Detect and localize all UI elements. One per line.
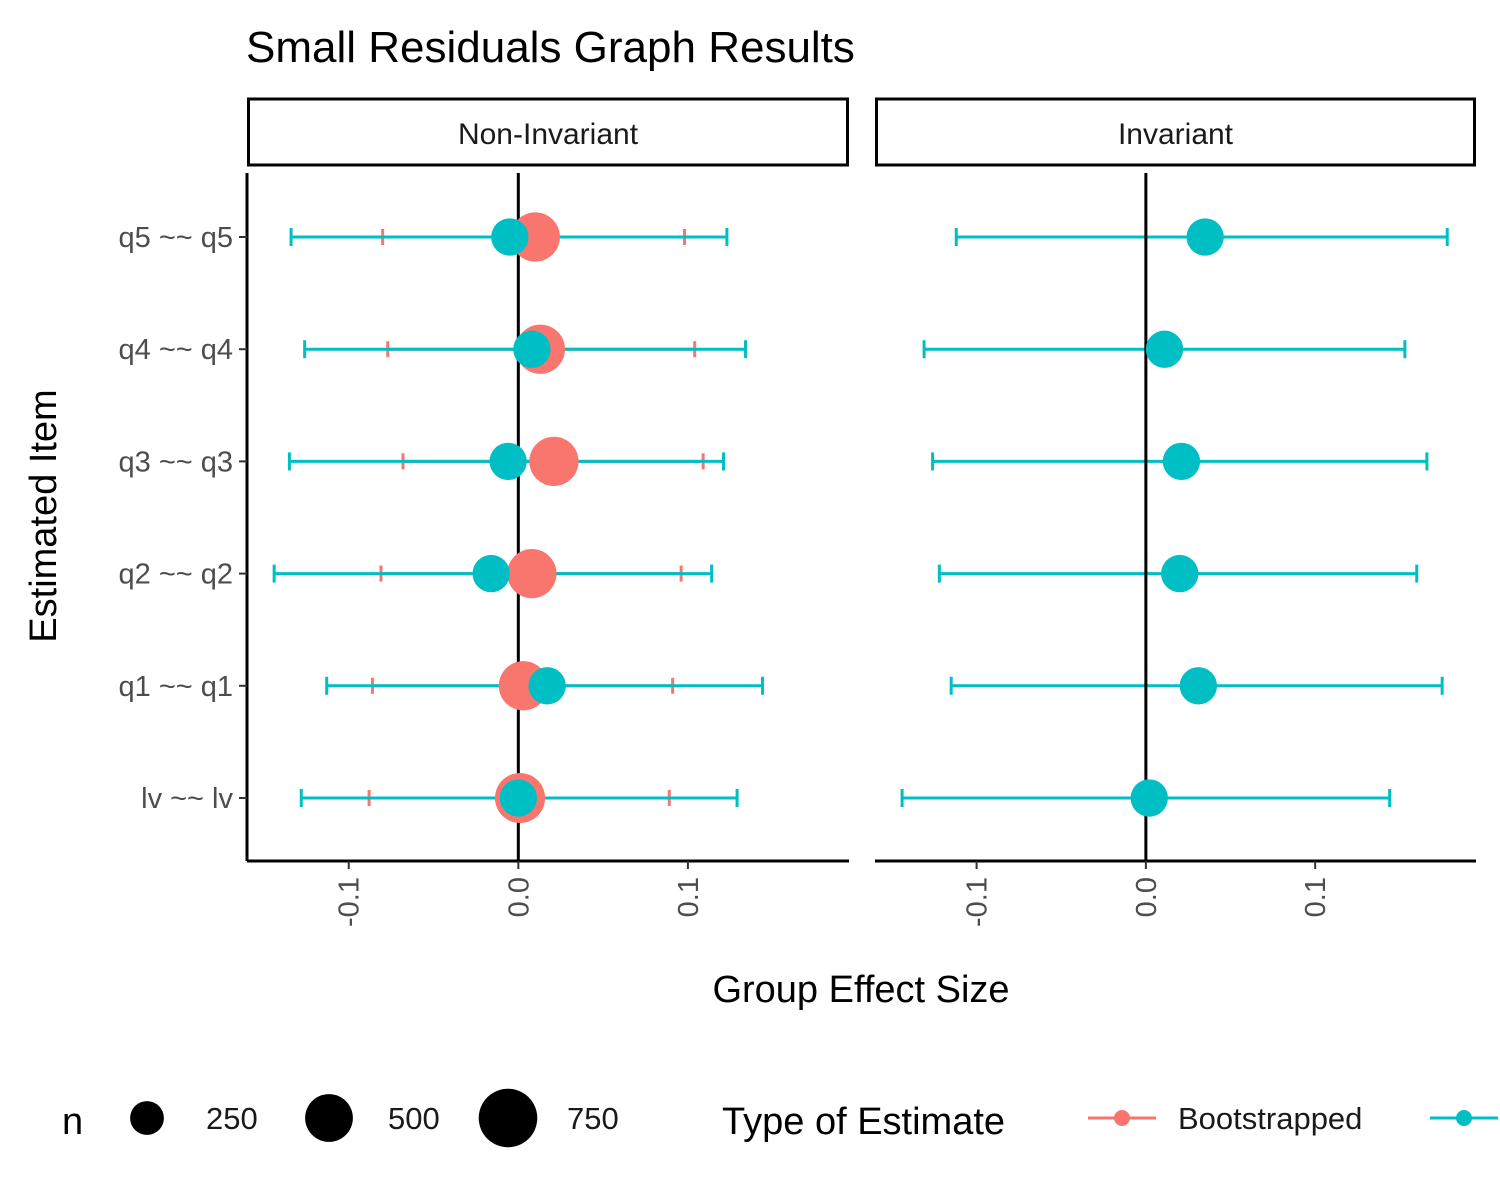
legend: n 250 500 750 Type of Estimate Bootstrapped: [62, 1088, 1498, 1148]
y-tick-label: q3 ~~ q3: [119, 446, 234, 478]
color-legend-key-point: [1456, 1110, 1472, 1126]
chart-title: Small Residuals Graph Results: [246, 23, 855, 72]
estimate-point: [529, 436, 579, 487]
estimate-point: [507, 548, 557, 599]
color-legend-label: Bootstrapped: [1178, 1101, 1362, 1136]
size-legend-title: n: [62, 1101, 83, 1143]
panel-non-invariant: Non-Invariant lv ~~ lv q1 ~~ q1 q2 ~~ q2 q3 …: [119, 97, 849, 927]
estimate-point: [1161, 554, 1199, 593]
y-tick-label: q1 ~~ q1: [119, 671, 234, 703]
x-tick-label: 0.1: [673, 877, 705, 917]
size-legend-key: [478, 1088, 538, 1148]
estimate-point: [1130, 779, 1168, 817]
x-tick-label: -0.1: [334, 877, 366, 927]
size-legend-label: 250: [206, 1101, 258, 1136]
estimate-point: [499, 779, 537, 817]
size-legend-key: [305, 1094, 353, 1142]
panel-strip: [247, 97, 849, 167]
y-axis-title: Estimated Item: [23, 389, 65, 642]
y-tick-label: lv ~~ lv: [141, 783, 233, 815]
estimate-point: [1179, 667, 1218, 705]
panel-strip: [875, 97, 1476, 167]
x-tick-label: 0.0: [503, 877, 535, 917]
estimate-point: [528, 667, 566, 705]
color-legend-title: Type of Estimate: [722, 1101, 1005, 1143]
estimate-point: [1186, 218, 1224, 256]
panel-strip-label: Non-Invariant: [458, 118, 639, 151]
x-axis-title: Group Effect Size: [712, 969, 1009, 1011]
size-legend-key: [130, 1101, 164, 1135]
size-legend-label: 750: [567, 1101, 619, 1136]
color-legend-key-point: [1114, 1110, 1130, 1126]
estimate-point: [489, 442, 527, 481]
y-tick-label: q5 ~~ q5: [119, 222, 234, 254]
panel-strip-label: Invariant: [1118, 118, 1234, 151]
x-tick-label: 0.0: [1131, 877, 1163, 917]
x-tick-label: 0.1: [1300, 877, 1332, 917]
x-tick-label: -0.1: [962, 877, 994, 927]
estimate-point: [1162, 442, 1201, 481]
y-tick-label: q4 ~~ q4: [119, 334, 234, 366]
estimate-point: [491, 218, 529, 256]
size-legend-label: 500: [388, 1101, 440, 1136]
panels: Non-Invariant lv ~~ lv q1 ~~ q1 q2 ~~ q2 q3 …: [119, 97, 1476, 927]
estimate-point: [513, 330, 551, 368]
y-tick-label: q2 ~~ q2: [119, 559, 234, 591]
panel-invariant: Invariant -0.1 0.0 0.1: [875, 97, 1476, 927]
estimate-point: [472, 554, 510, 593]
estimate-point: [1145, 330, 1184, 368]
